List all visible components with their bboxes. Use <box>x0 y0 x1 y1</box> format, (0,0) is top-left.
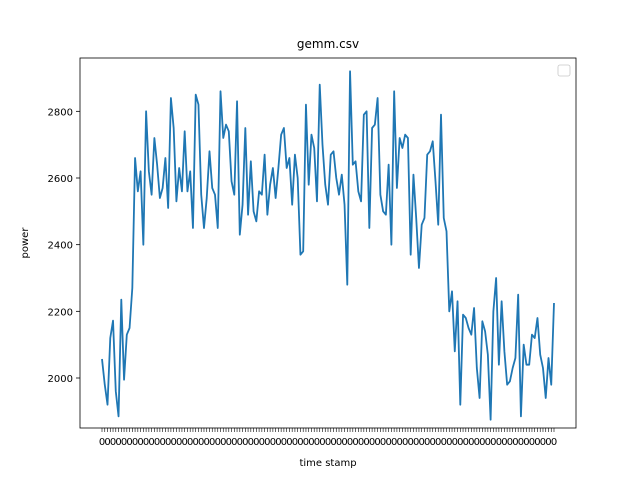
x-tick-label: 0 <box>363 437 369 448</box>
x-tick-label: 0 <box>170 437 176 448</box>
x-tick-label: 0 <box>303 437 309 448</box>
x-tick-label: 0 <box>126 437 132 448</box>
x-tick-label: 0 <box>286 437 292 448</box>
x-tick-label: 0 <box>275 437 281 448</box>
x-tick-label: 0 <box>435 437 441 448</box>
series-line <box>101 70 555 421</box>
x-tick-label: 0 <box>308 437 314 448</box>
x-tick-label: 0 <box>507 437 513 448</box>
x-tick-label: 0 <box>220 437 226 448</box>
x-tick-label: 0 <box>159 437 165 448</box>
x-tick-label: 0 <box>330 437 336 448</box>
x-tick-label: 0 <box>430 437 436 448</box>
x-tick-label: 0 <box>479 437 485 448</box>
x-tick-label: 0 <box>209 437 215 448</box>
legend-box <box>557 64 571 77</box>
x-tick-label: 0 <box>176 437 182 448</box>
x-tick-label: 0 <box>463 437 469 448</box>
x-tick-label: 0 <box>198 437 204 448</box>
x-tick-label: 0 <box>391 437 397 448</box>
x-tick-label: 0 <box>226 437 232 448</box>
x-tick-label: 0 <box>369 437 375 448</box>
x-tick-label: 0 <box>413 437 419 448</box>
y-tick-label: 2600 <box>48 174 73 185</box>
x-tick-label: 0 <box>523 437 529 448</box>
x-tick-label: 0 <box>545 437 551 448</box>
x-tick-label: 0 <box>358 437 364 448</box>
x-tick-label: 0 <box>132 437 138 448</box>
chart-title: gemm.csv <box>297 37 359 51</box>
x-tick-label: 0 <box>374 437 380 448</box>
x-tick-label: 0 <box>474 437 480 448</box>
plot-frame <box>79 57 577 429</box>
x-tick-label: 0 <box>385 437 391 448</box>
x-tick-label: 0 <box>292 437 298 448</box>
x-tick-label: 0 <box>314 437 320 448</box>
x-tick-label: 0 <box>253 437 259 448</box>
x-tick-label: 0 <box>148 437 154 448</box>
x-tick-label: 0 <box>540 437 546 448</box>
y-tick-label: 2400 <box>48 241 73 252</box>
x-tick-label: 0 <box>518 437 524 448</box>
x-tick-label: 0 <box>496 437 502 448</box>
x-tick-label: 0 <box>248 437 254 448</box>
x-tick-label: 0 <box>143 437 149 448</box>
x-tick-label: 0 <box>402 437 408 448</box>
x-tick-label: 0 <box>110 437 116 448</box>
x-tick-label: 0 <box>237 437 243 448</box>
x-tick-label: 0 <box>215 437 221 448</box>
x-tick-label: 0 <box>270 437 276 448</box>
x-tick-label: 0 <box>115 437 121 448</box>
x-tick-label: 0 <box>181 437 187 448</box>
x-tick-label: 0 <box>485 437 491 448</box>
x-tick-label: 0 <box>380 437 386 448</box>
x-tick-label: 0 <box>325 437 331 448</box>
x-tick-label: 0 <box>452 437 458 448</box>
x-tick-label: 0 <box>187 437 193 448</box>
x-tick-label: 0 <box>396 437 402 448</box>
x-tick-label: 0 <box>457 437 463 448</box>
x-tick-label: 0 <box>341 437 347 448</box>
x-tick-label: 0 <box>551 437 557 448</box>
x-tick-label: 0 <box>319 437 325 448</box>
x-tick-label: 0 <box>419 437 425 448</box>
y-tick-label: 2800 <box>48 107 73 118</box>
x-tick-label: 0 <box>446 437 452 448</box>
x-tick-label: 0 <box>347 437 353 448</box>
x-tick-label: 0 <box>104 437 110 448</box>
x-tick-label: 0 <box>501 437 507 448</box>
x-tick-label: 0 <box>165 437 171 448</box>
x-tick-label: 0 <box>468 437 474 448</box>
x-tick-label: 0 <box>490 437 496 448</box>
x-tick-label: 0 <box>441 437 447 448</box>
x-tick-label: 0 <box>121 437 127 448</box>
x-axis-label: time stamp <box>299 458 356 469</box>
x-tick-label: 0 <box>99 437 105 448</box>
x-tick-label: 0 <box>204 437 210 448</box>
x-tick-label: 0 <box>424 437 430 448</box>
x-tick-label: 0 <box>336 437 342 448</box>
x-tick-label: 0 <box>259 437 265 448</box>
x-tick-label: 0 <box>242 437 248 448</box>
x-tick-label: 0 <box>281 437 287 448</box>
x-tick-label: 0 <box>512 437 518 448</box>
x-tick-label: 0 <box>407 437 413 448</box>
x-tick-label: 0 <box>154 437 160 448</box>
y-axis-ticks: 2000 2200 2400 2600 2800 <box>48 107 80 385</box>
y-axis-label: power <box>20 227 31 259</box>
x-tick-label: 0 <box>137 437 143 448</box>
y-tick-label: 2000 <box>48 374 73 385</box>
y-tick-label: 2200 <box>48 307 73 318</box>
x-tick-label: 0 <box>534 437 540 448</box>
x-tick-label: 0 <box>352 437 358 448</box>
x-tick-label: 0 <box>231 437 237 448</box>
x-tick-label: 0 <box>297 437 303 448</box>
x-tick-label: 0 <box>193 437 199 448</box>
x-tick-label: 0 <box>264 437 270 448</box>
x-tick-label: 0 <box>529 437 535 448</box>
